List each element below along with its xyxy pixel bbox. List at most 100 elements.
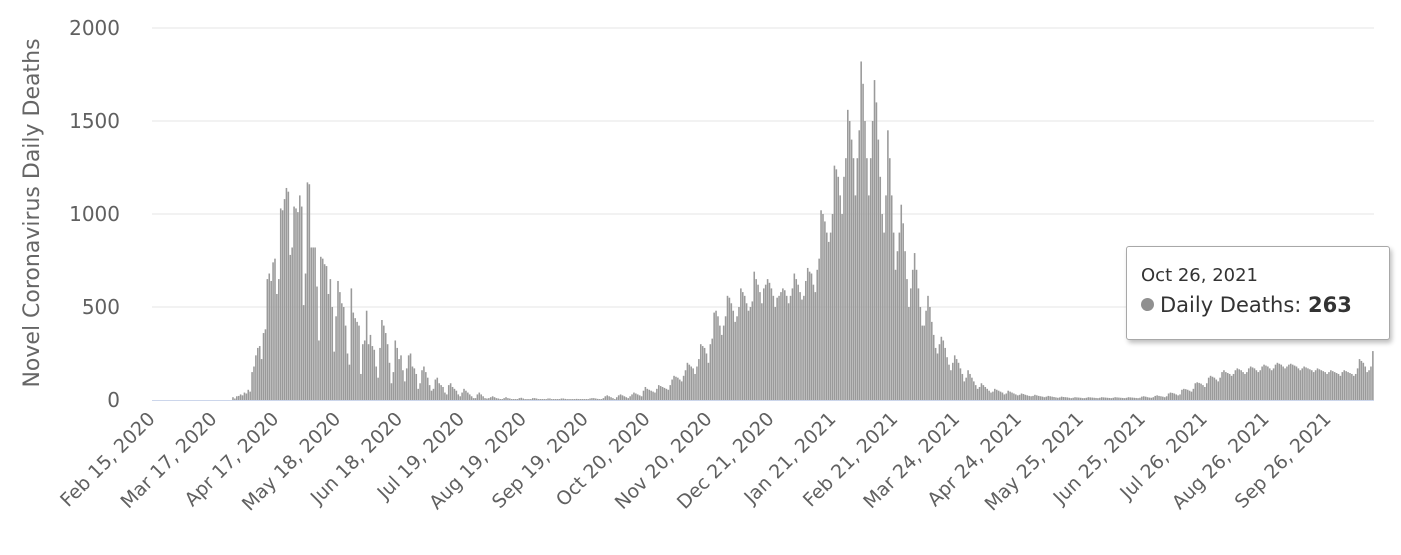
daily-deaths-bar[interactable] xyxy=(1345,371,1347,400)
daily-deaths-bar[interactable] xyxy=(847,109,849,400)
daily-deaths-bar[interactable] xyxy=(1062,397,1065,400)
daily-deaths-bar[interactable] xyxy=(734,321,736,400)
daily-deaths-bar[interactable] xyxy=(247,389,250,400)
daily-deaths-bar[interactable] xyxy=(1167,393,1170,400)
daily-deaths-bar[interactable] xyxy=(654,392,656,400)
daily-deaths-bar[interactable] xyxy=(409,353,412,401)
daily-deaths-bar[interactable] xyxy=(784,290,786,400)
daily-deaths-bar[interactable] xyxy=(1165,396,1168,400)
daily-deaths-bar[interactable] xyxy=(1307,368,1309,400)
daily-deaths-bar[interactable] xyxy=(1368,370,1370,400)
daily-deaths-bar[interactable] xyxy=(484,398,486,400)
daily-deaths-bar[interactable] xyxy=(344,325,347,400)
daily-deaths-bar[interactable] xyxy=(331,307,334,400)
daily-deaths-bar[interactable] xyxy=(558,399,561,400)
daily-deaths-bar[interactable] xyxy=(598,399,601,400)
daily-deaths-bar[interactable] xyxy=(434,379,437,400)
daily-deaths-bar[interactable] xyxy=(833,165,836,400)
daily-deaths-bar[interactable] xyxy=(1104,397,1107,400)
daily-deaths-bar[interactable] xyxy=(304,273,307,400)
daily-deaths-bar[interactable] xyxy=(390,383,393,400)
daily-deaths-bar[interactable] xyxy=(657,385,660,400)
daily-deaths-bar[interactable] xyxy=(615,397,618,400)
daily-deaths-bar[interactable] xyxy=(862,83,864,401)
daily-deaths-bar[interactable] xyxy=(982,385,985,400)
daily-deaths-bar[interactable] xyxy=(1123,398,1126,400)
daily-deaths-bar[interactable] xyxy=(789,295,792,400)
daily-deaths-bar[interactable] xyxy=(449,383,452,400)
daily-deaths-bar[interactable] xyxy=(461,392,463,400)
daily-deaths-bar[interactable] xyxy=(974,385,977,400)
daily-deaths-bar[interactable] xyxy=(831,214,834,400)
daily-deaths-bar[interactable] xyxy=(404,381,406,400)
daily-deaths-bar[interactable] xyxy=(470,396,473,400)
daily-deaths-bar[interactable] xyxy=(1129,397,1132,400)
daily-deaths-bar[interactable] xyxy=(814,292,817,400)
daily-deaths-bar[interactable] xyxy=(940,336,943,400)
daily-deaths-bar[interactable] xyxy=(1303,366,1305,400)
daily-deaths-bar[interactable] xyxy=(1331,371,1334,400)
daily-deaths-bar[interactable] xyxy=(776,297,778,400)
daily-deaths-bar[interactable] xyxy=(1202,385,1204,400)
daily-deaths-bar[interactable] xyxy=(644,386,647,400)
daily-deaths-bar[interactable] xyxy=(583,399,586,400)
daily-deaths-bar[interactable] xyxy=(1211,376,1214,400)
daily-deaths-bar[interactable] xyxy=(463,388,465,400)
daily-deaths-bar[interactable] xyxy=(467,392,469,400)
daily-deaths-bar[interactable] xyxy=(362,344,364,400)
daily-deaths-bar[interactable] xyxy=(696,366,698,400)
daily-deaths-bar[interactable] xyxy=(1312,372,1315,400)
daily-deaths-bar[interactable] xyxy=(337,280,339,400)
daily-deaths-bar[interactable] xyxy=(1330,370,1332,400)
daily-deaths-bar[interactable] xyxy=(986,388,988,400)
daily-deaths-bar[interactable] xyxy=(1179,394,1181,400)
daily-deaths-bar[interactable] xyxy=(1276,362,1279,400)
daily-deaths-bar[interactable] xyxy=(923,325,925,400)
daily-deaths-bar[interactable] xyxy=(934,347,937,400)
daily-deaths-bar[interactable] xyxy=(990,392,992,400)
daily-deaths-bar[interactable] xyxy=(543,399,545,400)
daily-deaths-bar[interactable] xyxy=(1236,368,1239,400)
daily-deaths-bar[interactable] xyxy=(556,399,559,400)
daily-deaths-bar[interactable] xyxy=(858,130,861,401)
daily-deaths-bar[interactable] xyxy=(730,303,733,400)
daily-deaths-bar[interactable] xyxy=(911,269,914,400)
daily-deaths-bar[interactable] xyxy=(1106,397,1109,400)
daily-deaths-bar[interactable] xyxy=(1272,368,1275,400)
daily-deaths-bar[interactable] xyxy=(1121,397,1124,400)
daily-deaths-bar[interactable] xyxy=(1192,388,1195,400)
daily-deaths-bar[interactable] xyxy=(997,390,1000,400)
daily-deaths-bar[interactable] xyxy=(1131,397,1134,400)
daily-deaths-bar[interactable] xyxy=(1267,366,1269,400)
daily-deaths-bar[interactable] xyxy=(415,373,418,400)
daily-deaths-bar[interactable] xyxy=(720,334,723,400)
daily-deaths-bar[interactable] xyxy=(890,195,893,400)
daily-deaths-bar[interactable] xyxy=(1137,398,1139,400)
daily-deaths-bar[interactable] xyxy=(978,386,981,400)
daily-deaths-bar[interactable] xyxy=(755,279,757,400)
daily-deaths-bar[interactable] xyxy=(375,366,377,400)
daily-deaths-bar[interactable] xyxy=(1314,370,1317,400)
daily-deaths-bar[interactable] xyxy=(948,364,950,400)
daily-deaths-bar[interactable] xyxy=(379,347,381,400)
daily-deaths-bar[interactable] xyxy=(1162,396,1164,400)
daily-deaths-bar[interactable] xyxy=(1261,366,1263,400)
daily-deaths-bar[interactable] xyxy=(743,295,746,400)
daily-deaths-bar[interactable] xyxy=(898,232,901,400)
daily-deaths-bar[interactable] xyxy=(325,266,328,400)
daily-deaths-bar[interactable] xyxy=(703,347,706,400)
daily-deaths-bar[interactable] xyxy=(1268,368,1271,400)
daily-deaths-bar[interactable] xyxy=(1118,397,1120,400)
daily-deaths-bar[interactable] xyxy=(1051,396,1053,400)
daily-deaths-bar[interactable] xyxy=(631,394,633,400)
daily-deaths-bar[interactable] xyxy=(1081,398,1084,400)
daily-deaths-bar[interactable] xyxy=(575,398,578,400)
daily-deaths-bar[interactable] xyxy=(1108,397,1111,400)
daily-deaths-bar[interactable] xyxy=(268,273,271,400)
daily-deaths-bar[interactable] xyxy=(1322,371,1325,400)
daily-deaths-bar[interactable] xyxy=(1291,364,1294,400)
daily-deaths-bar[interactable] xyxy=(1288,364,1290,400)
daily-deaths-bar[interactable] xyxy=(287,191,290,400)
daily-deaths-bar[interactable] xyxy=(673,375,675,400)
daily-deaths-bar[interactable] xyxy=(1045,396,1048,400)
